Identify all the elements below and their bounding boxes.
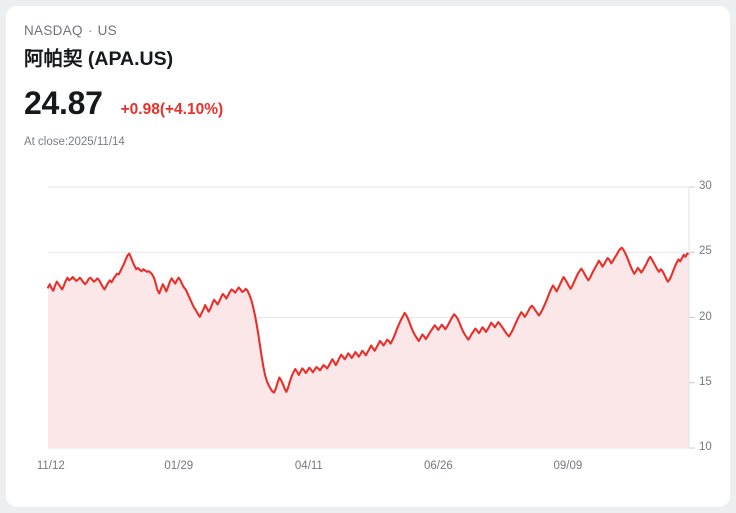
x-axis-label: 04/11 bbox=[294, 460, 323, 472]
y-axis-label: 20 bbox=[699, 310, 712, 323]
y-axis-label: 10 bbox=[699, 441, 712, 453]
region-label: US bbox=[97, 23, 117, 38]
price-change: +0.98(+4.10%) bbox=[120, 101, 224, 118]
x-axis-label: 01/29 bbox=[164, 460, 194, 472]
exchange-separator: · bbox=[87, 23, 93, 38]
y-axis-label: 30 bbox=[699, 180, 712, 192]
price-line bbox=[46, 246, 691, 394]
y-axis-label: 15 bbox=[699, 375, 712, 388]
y-axis-ticks bbox=[689, 186, 695, 449]
x-axis-label: 09/09 bbox=[553, 460, 583, 472]
x-axis-label: 06/26 bbox=[423, 460, 453, 472]
quote-header: NASDAQ · US 阿帕契 (APA.US) 24.87 +0.98(+4.10… bbox=[24, 22, 674, 149]
chart-canvas bbox=[46, 186, 695, 449]
stock-quote-card: NASDAQ · US 阿帕契 (APA.US) 24.87 +0.98(+4.10… bbox=[6, 6, 730, 507]
quote-row: 24.87 +0.98(+4.10%) bbox=[24, 85, 674, 121]
page-title: 阿帕契 (APA.US) bbox=[24, 48, 174, 70]
as-of-label: At close:2025/11/14 bbox=[24, 136, 125, 148]
exchange-row: NASDAQ · US bbox=[24, 22, 674, 40]
y-axis-label: 25 bbox=[699, 245, 712, 258]
exchange-name: NASDAQ bbox=[24, 23, 83, 38]
price-chart[interactable]: 30 25 20 15 10 11/12 01/29 04/11 06/26 09/09 bbox=[6, 166, 730, 476]
x-axis-label: 11/12 bbox=[36, 460, 65, 472]
area-fill bbox=[48, 247, 689, 448]
current-price: 24.87 bbox=[24, 85, 103, 121]
